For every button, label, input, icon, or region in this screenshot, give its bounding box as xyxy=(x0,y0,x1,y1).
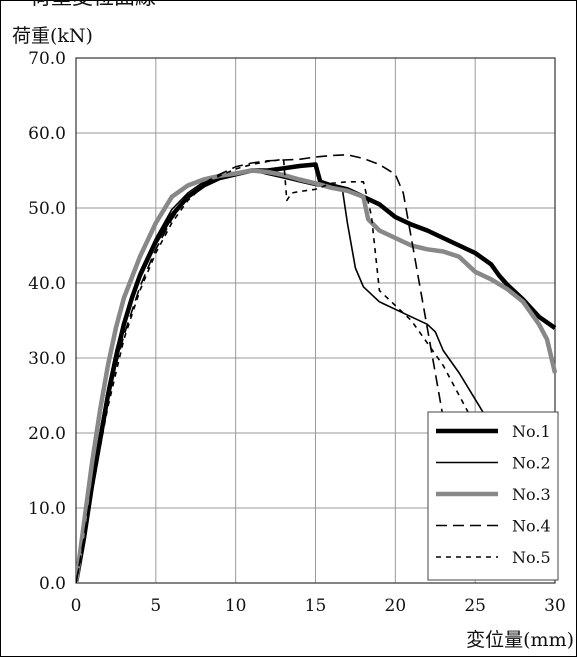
y-tick-label-6: 60.0 xyxy=(28,124,66,144)
legend: No.1 No.2 No.3 No.4 No.5 xyxy=(427,411,559,581)
legend-label-0: No.1 xyxy=(512,422,551,441)
x-tick-label-0: 0 xyxy=(71,596,82,616)
x-tick-label-6: 30 xyxy=(544,596,566,616)
series-layer xyxy=(76,154,557,583)
plot-area xyxy=(75,57,556,584)
series-line-no1 xyxy=(76,162,557,583)
x-tick-label-1: 5 xyxy=(150,596,161,616)
plot-frame xyxy=(75,57,556,584)
x-tick-label-3: 15 xyxy=(305,596,327,616)
y-tick-label-4: 40.0 xyxy=(28,274,66,294)
legend-label-3: No.4 xyxy=(512,517,551,536)
axis-tick-labels: 0 5 10 15 20 25 30 0.0 10.0 20.0 30.0 40.0 50.0 60.0 7… xyxy=(28,49,566,616)
y-tick-label-7: 70.0 xyxy=(28,49,66,69)
x-tick-label-4: 20 xyxy=(385,596,407,616)
legend-label-4: No.5 xyxy=(512,548,551,567)
legend-label-1: No.2 xyxy=(512,454,551,473)
x-tick-label-5: 25 xyxy=(464,596,486,616)
y-tick-label-1: 10.0 xyxy=(28,499,66,519)
x-tick-label-2: 10 xyxy=(225,596,247,616)
y-axis-title: 荷重(kN) xyxy=(12,25,93,47)
y-tick-label-2: 20.0 xyxy=(28,424,66,444)
series-line-no5 xyxy=(76,158,476,583)
y-tick-label-3: 30.0 xyxy=(28,349,66,369)
y-tick-label-0: 0.0 xyxy=(39,574,66,594)
figure-caption: 荷重変位曲線 xyxy=(30,0,156,9)
legend-label-2: No.3 xyxy=(512,485,551,504)
y-tick-label-5: 50.0 xyxy=(28,199,66,219)
x-axis-title: 変位量(mm) xyxy=(466,629,574,651)
series-line-no3 xyxy=(76,168,557,583)
